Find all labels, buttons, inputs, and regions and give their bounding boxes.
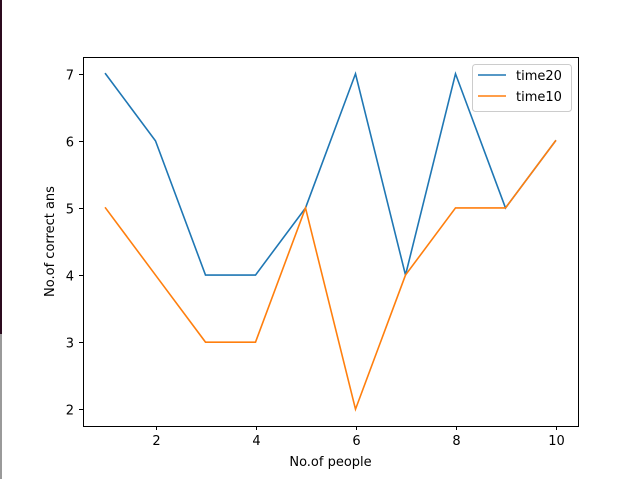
y-tick-label: 7 [66, 69, 74, 84]
legend: time20 time10 [472, 64, 572, 112]
x-tick-label: 8 [452, 434, 460, 449]
window-edge-strip-lower [0, 334, 2, 479]
y-tick-label: 3 [66, 337, 74, 352]
y-tick-label: 2 [66, 404, 74, 419]
window-edge-strip [0, 0, 2, 334]
y-tick-label: 4 [66, 270, 74, 285]
x-tick-label: 4 [252, 434, 260, 449]
series-layer [104, 71, 557, 412]
x-tick-label: 6 [352, 434, 360, 449]
ticks-layer: 2 4 6 8 10 2 3 4 5 6 7 [66, 69, 565, 450]
plot-frame [83, 57, 579, 427]
series-line-time20 [104, 71, 557, 276]
x-tick-label: 10 [548, 434, 565, 449]
x-axis-label: No.of people [289, 455, 371, 470]
series-line-time10 [104, 139, 557, 412]
legend-label-time10: time10 [516, 90, 562, 105]
y-tick-label: 5 [66, 203, 74, 218]
y-tick-label: 6 [66, 136, 74, 151]
legend-box [472, 64, 572, 112]
legend-label-time20: time20 [516, 69, 562, 84]
x-tick-label: 2 [152, 434, 160, 449]
y-axis-label: No.of correct ans [43, 186, 58, 297]
